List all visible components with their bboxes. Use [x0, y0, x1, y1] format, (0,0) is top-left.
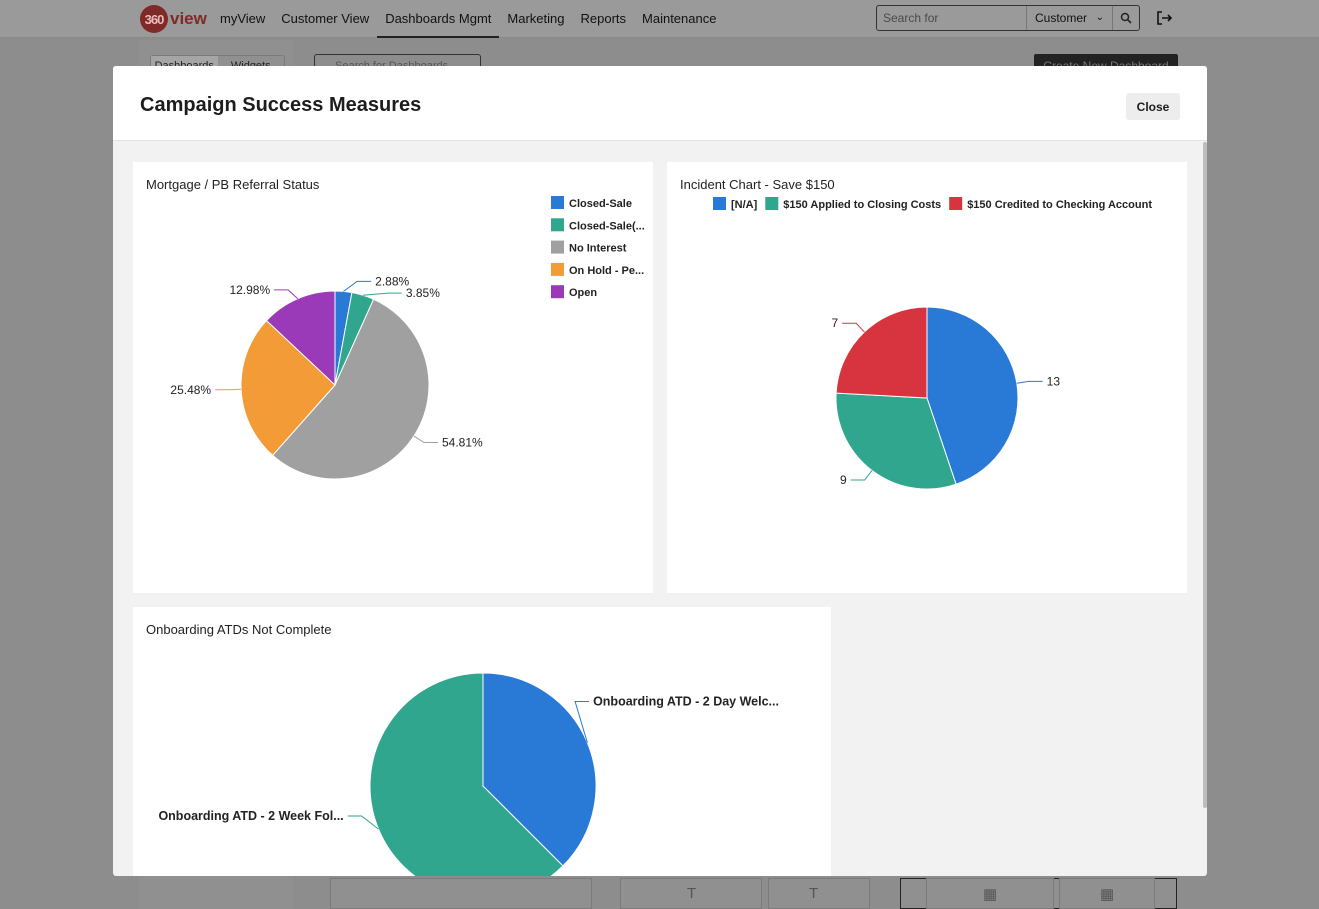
chart-incident-save-150: [N/A] $150 Applied to Closing Costs $150 C… [713, 197, 1152, 490]
pie-data-label: Onboarding ATD - 2 Day Welc... [593, 694, 779, 708]
chevron-down-icon: ⌄ [1095, 12, 1104, 23]
pie-data-label: 3.85% [406, 286, 440, 300]
pie-data-label: 9 [840, 473, 847, 487]
pie-data-label: 13 [1047, 374, 1061, 388]
pie-data-label: 54.81% [442, 436, 483, 450]
legend-item[interactable]: On Hold - Pe... [569, 265, 644, 277]
nav-item-myview[interactable]: myView [220, 11, 266, 26]
pie-slice[interactable] [240, 319, 336, 457]
pie-data-label: Onboarding ATD - 2 Week Fol... [158, 809, 343, 823]
pie-connector [1016, 380, 1043, 384]
pie-connector [343, 280, 372, 292]
pie-connector [850, 470, 873, 481]
background-card [330, 878, 592, 909]
logo-text: view [170, 9, 207, 28]
search-button[interactable] [1112, 6, 1139, 30]
dashboard-widget-icon: ▦ [1100, 886, 1115, 903]
search-scope-value: Customer [1035, 11, 1088, 25]
main-nav: myView Customer View Dashboards Mgmt Mar… [212, 0, 724, 38]
pie-slice[interactable] [265, 290, 336, 387]
pie-connector [347, 815, 379, 830]
legend-item[interactable]: $150 Applied to Closing Costs [783, 199, 941, 211]
pie-slice[interactable] [271, 298, 430, 480]
pie-slice[interactable] [369, 672, 564, 876]
legend-swatch [713, 197, 726, 210]
chart-onboarding-atds: Onboarding ATD - 2 Day Welc... Onboarding… [158, 672, 779, 876]
legend-item[interactable]: Closed-Sale(... [569, 220, 645, 232]
legend-item[interactable]: [N/A] [731, 199, 758, 211]
pie-connector [574, 700, 590, 743]
legend-swatch [551, 196, 564, 209]
pie-slice[interactable] [835, 306, 928, 399]
nav-item-marketing[interactable]: Marketing [507, 11, 565, 26]
legend-swatch [765, 197, 779, 210]
pie-data-label: 7 [831, 316, 838, 330]
close-button[interactable]: Close [1126, 93, 1180, 120]
widget-title: Incident Chart - Save $150 [680, 177, 835, 192]
pie-data-label: 2.88% [375, 274, 409, 288]
legend-swatch [551, 240, 564, 254]
logout-icon[interactable] [1155, 9, 1173, 27]
legend-swatch [949, 197, 963, 210]
widget-onboarding-atds: Onboarding ATDs Not Complete Onboarding … [133, 607, 831, 876]
text-widget-icon: T [809, 885, 819, 902]
pie-connector [362, 292, 402, 296]
widget-title: Onboarding ATDs Not Complete [146, 622, 332, 637]
background-card: T [620, 878, 762, 909]
legend-item[interactable]: Closed-Sale [569, 198, 632, 210]
widget-incident-chart: Incident Chart - Save $150 [N/A] $150 App… [667, 162, 1187, 593]
modal-header: Campaign Success Measures Close [113, 66, 1207, 141]
app-logo[interactable]: 360 view [140, 5, 207, 33]
pie-connector [215, 388, 242, 391]
pie-connector [413, 435, 439, 444]
nav-item-dashboards-mgmt[interactable]: Dashboards Mgmt [377, 0, 500, 38]
pie-data-label: 12.98% [229, 283, 270, 297]
search-scope-select[interactable]: Customer ⌄ [1026, 6, 1112, 30]
nav-item-reports[interactable]: Reports [580, 11, 627, 26]
legend-item[interactable]: Open [569, 287, 597, 299]
widget-title: Mortgage / PB Referral Status [146, 177, 320, 192]
background-card: ▦ [1059, 878, 1155, 909]
widget-mortgage-referral-status: Mortgage / PB Referral Status 2.88% 3.85%… [133, 162, 653, 593]
legend-item[interactable]: $150 Credited to Checking Account [967, 199, 1152, 211]
legend-swatch [551, 218, 564, 232]
top-navigation-bar: 360 view myView Customer View Dashboards… [0, 0, 1319, 38]
logo-badge: 360 [140, 5, 168, 33]
background-card: T [768, 878, 870, 909]
chart-mortgage-referral-status: 2.88%3.85% 54.81% 25.48% 12.98% Closed-Sale C… [170, 196, 645, 480]
nav-item-maintenance[interactable]: Maintenance [642, 11, 717, 26]
modal-scrollbar[interactable] [1203, 142, 1207, 808]
modal-title: Campaign Success Measures [140, 94, 422, 116]
global-search-input[interactable] [877, 6, 1025, 30]
pie-connector [842, 322, 865, 333]
legend-item[interactable]: No Interest [569, 243, 627, 255]
pie-data-label: 25.48% [170, 383, 211, 397]
pie-slice[interactable] [482, 672, 597, 867]
modal-body: Mortgage / PB Referral Status 2.88% 3.85%… [113, 142, 1207, 876]
background-card: ▦ [926, 878, 1054, 909]
pie-slice[interactable] [835, 392, 957, 490]
dashboard-widget-icon: ▦ [983, 886, 998, 903]
text-widget-icon: T [687, 885, 697, 902]
search-icon [1120, 12, 1132, 24]
legend-swatch [551, 285, 564, 299]
pie-connector [274, 289, 299, 300]
campaign-success-modal: Campaign Success Measures Close Mortgage… [113, 66, 1207, 876]
global-search: Customer ⌄ [876, 5, 1140, 31]
legend-swatch [551, 262, 564, 276]
pie-slice[interactable] [926, 306, 1019, 485]
nav-item-customer-view[interactable]: Customer View [281, 11, 370, 26]
